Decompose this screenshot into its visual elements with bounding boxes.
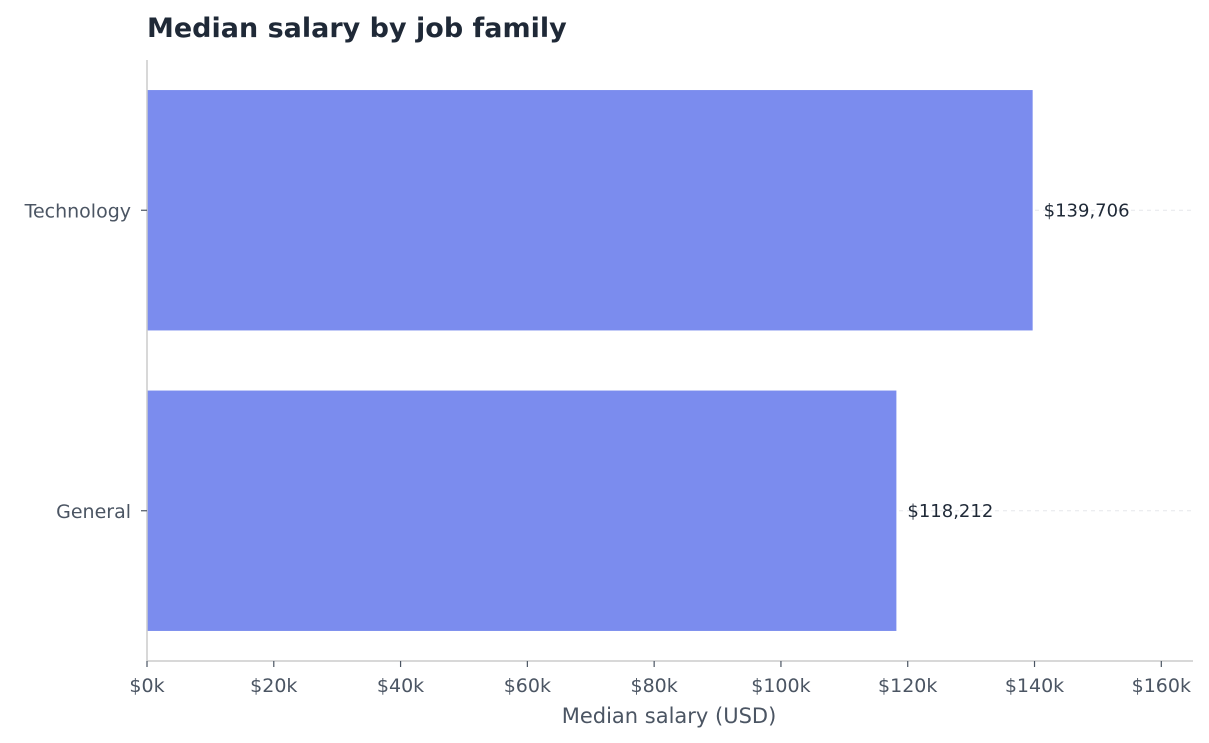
bar-layer [147,90,1033,631]
chart-title: Median salary by job family [147,13,567,44]
x-tick-label: $100k [751,675,810,697]
bar-general [147,390,897,631]
x-tick-label: $60k [504,675,551,697]
x-tick-label: $40k [377,675,424,697]
data-label-layer: $139,706 $118,212 [907,200,1129,522]
y-axis-ticks: Technology General [24,200,147,523]
data-label: $139,706 [1044,200,1130,221]
x-tick-label: $140k [1005,675,1064,697]
x-tick-label: $80k [631,675,678,697]
x-tick-label: $20k [250,675,297,697]
x-axis-ticks: $0k $20k $40k $60k $80k $100k $120k $140k $160k [129,661,1191,697]
x-tick-label: $120k [878,675,937,697]
bar-technology [147,90,1033,331]
x-axis-title: Median salary (USD) [562,704,777,728]
data-label: $118,212 [907,501,993,522]
y-tick-label: General [56,501,131,523]
y-tick-label: Technology [24,200,131,222]
x-tick-label: $160k [1132,675,1191,697]
x-tick-label: $0k [129,675,164,697]
